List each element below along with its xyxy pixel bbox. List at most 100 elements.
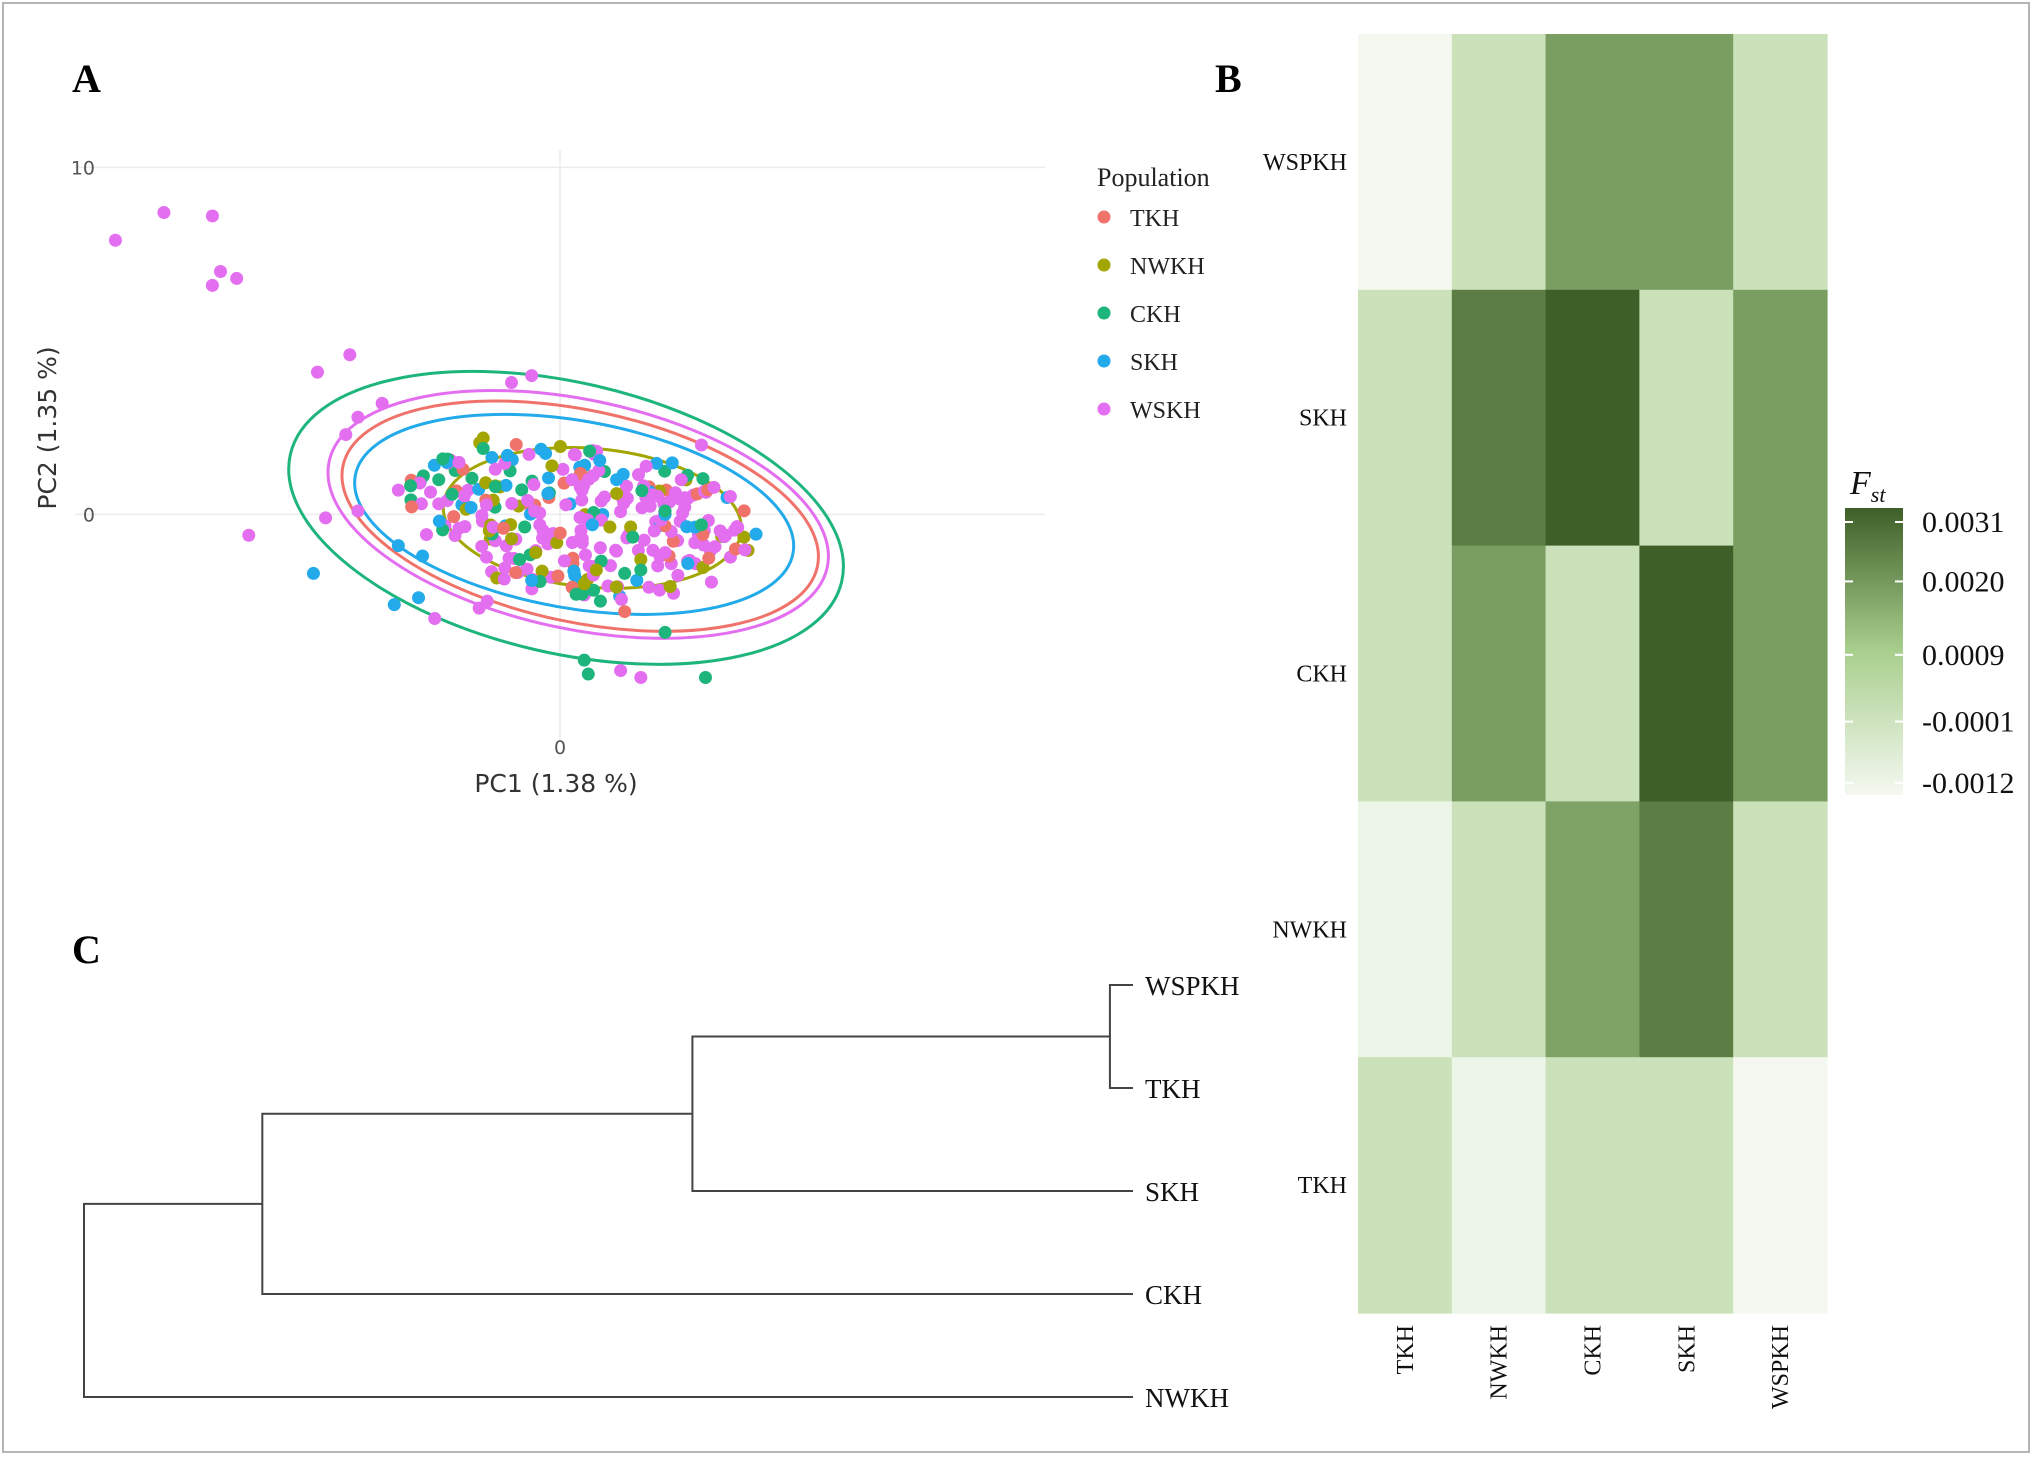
- pca-point-nwkh: [553, 440, 567, 454]
- pca-point-wskh: [642, 580, 656, 594]
- heatmap-cell-skh-wspkh: [1733, 289, 1828, 547]
- pca-point-wskh: [502, 551, 516, 565]
- pca-point-wskh: [351, 410, 365, 424]
- pca-point-ckh: [488, 480, 502, 494]
- pca-panel: A 10 0 0 PC1 (1.38 %) PC2 (1.35 %) Populat…: [33, 56, 1210, 798]
- pca-point-ckh: [515, 483, 529, 497]
- panel-letter-a: A: [72, 56, 101, 101]
- pca-point-ckh: [581, 667, 595, 681]
- confidence-ellipse-ckh: [287, 369, 845, 666]
- col-label-wspkh: WSPKH: [1768, 1325, 1794, 1409]
- pca-point-skh: [593, 454, 607, 468]
- pca-point-wskh: [567, 448, 581, 462]
- pca-point-tkh: [737, 504, 751, 518]
- y-axis-title: PC2 (1.35 %): [33, 346, 62, 509]
- pca-point-wskh: [634, 671, 648, 685]
- pca-point-skh: [585, 518, 599, 532]
- y-tick-label: 0: [83, 504, 95, 526]
- pca-point-wskh: [479, 550, 493, 564]
- pca-point-skh: [499, 478, 513, 492]
- pca-point-tkh: [702, 551, 716, 565]
- pca-point-wskh: [674, 473, 688, 487]
- heatmap-cell-nwkh-wspkh: [1733, 801, 1828, 1058]
- pca-point-nwkh: [529, 546, 543, 560]
- pca-point-wskh: [647, 524, 661, 538]
- heatmap-cell-nwkh-skh: [1639, 801, 1734, 1058]
- pca-point-skh: [485, 451, 499, 465]
- colorbar-ticks: 0.0031 0.0020 0.0009 -0.0001 -0.0012: [1845, 506, 2015, 800]
- legend-marker-nwkh: [1097, 258, 1111, 272]
- pca-point-ckh: [465, 471, 479, 485]
- heatmap-cell-ckh-ckh: [1545, 545, 1640, 802]
- pca-point-wskh: [565, 473, 579, 487]
- heatmap-cell-wspkh-ckh: [1545, 34, 1640, 291]
- heatmap-cell-nwkh-tkh: [1358, 801, 1453, 1058]
- pca-point-wskh: [557, 554, 571, 568]
- heatmap-cell-nwkh-ckh: [1545, 801, 1640, 1058]
- pca-point-skh: [500, 448, 514, 462]
- pca-point-wskh: [637, 533, 651, 547]
- col-label-tkh: TKH: [1393, 1325, 1419, 1374]
- pca-point-wskh: [533, 518, 547, 532]
- pca-point-skh: [464, 500, 478, 514]
- heatmap-cell-ckh-skh: [1639, 545, 1734, 802]
- pca-point-wskh: [498, 561, 512, 575]
- pca-point-ckh: [696, 472, 710, 486]
- pca-point-ckh: [618, 566, 632, 580]
- pca-point-nwkh: [505, 532, 518, 546]
- pca-point-wskh: [525, 369, 539, 383]
- pca-point-tkh: [553, 526, 567, 540]
- dendrogram-branches: [83, 984, 1133, 1398]
- pca-point-wskh: [528, 504, 542, 518]
- pca-point-wskh: [108, 233, 122, 247]
- pca-point-ckh: [587, 583, 601, 597]
- heatmap-cell-skh-tkh: [1358, 289, 1453, 547]
- pca-point-skh: [391, 539, 405, 553]
- pca-point-wskh: [391, 483, 405, 497]
- pca-point-nwkh: [610, 487, 624, 501]
- pca-point-wskh: [452, 521, 466, 535]
- pca-point-nwkh: [624, 520, 638, 534]
- pca-point-wskh: [339, 428, 353, 442]
- pca-point-ckh: [404, 479, 418, 493]
- pca-point-wskh: [719, 528, 733, 542]
- heatmap-col-labels: TKH NWKH CKH SKH WSPKH: [1393, 1325, 1794, 1409]
- pca-point-ckh: [432, 473, 446, 487]
- pca-point-wskh: [452, 455, 466, 469]
- x-axis-title: PC1 (1.38 %): [474, 769, 637, 798]
- legend: Population TKH NWKH CKH SKH WSKH: [1097, 163, 1210, 424]
- dendrogram-leaf-nwkh: NWKH: [1145, 1383, 1229, 1413]
- pca-point-skh: [387, 598, 401, 612]
- pca-point-wskh: [582, 472, 596, 486]
- pca-point-wskh: [575, 493, 589, 507]
- legend-label-skh: SKH: [1130, 350, 1178, 376]
- pca-point-wskh: [475, 539, 489, 553]
- x-tick-label: 0: [554, 737, 566, 759]
- heatmap-cell-nwkh-nwkh: [1451, 801, 1547, 1058]
- pca-point-wskh: [520, 562, 534, 576]
- pca-point-nwkh: [737, 530, 751, 544]
- pca-point-ckh: [436, 452, 450, 466]
- pca-point-wskh: [157, 205, 171, 219]
- pca-point-skh: [665, 456, 679, 470]
- panel-letter-b: B: [1215, 56, 1242, 101]
- pca-point-wskh: [738, 543, 752, 557]
- pca-point-wskh: [375, 396, 389, 410]
- legend-marker-ckh: [1097, 306, 1111, 320]
- pca-point-wskh: [653, 583, 667, 597]
- pca-point-wskh: [671, 568, 685, 582]
- col-label-nwkh: NWKH: [1487, 1325, 1513, 1400]
- pca-point-wskh: [479, 498, 493, 512]
- pca-point-wskh: [646, 488, 660, 502]
- pca-point-wskh: [419, 528, 433, 542]
- pca-point-wskh: [311, 365, 324, 379]
- pca-point-ckh: [476, 441, 490, 455]
- pca-point-nwkh: [545, 459, 559, 473]
- pca-point-wskh: [242, 528, 256, 542]
- heatmap-cell-tkh-wspkh: [1733, 1057, 1828, 1314]
- pca-point-wskh: [639, 459, 653, 473]
- confidence-ellipse-tkh: [340, 399, 820, 633]
- dendrogram-branch-m2: [691, 1035, 1133, 1192]
- pca-ellipses: [287, 369, 845, 666]
- dendrogram-leaf-skh: SKH: [1145, 1177, 1199, 1207]
